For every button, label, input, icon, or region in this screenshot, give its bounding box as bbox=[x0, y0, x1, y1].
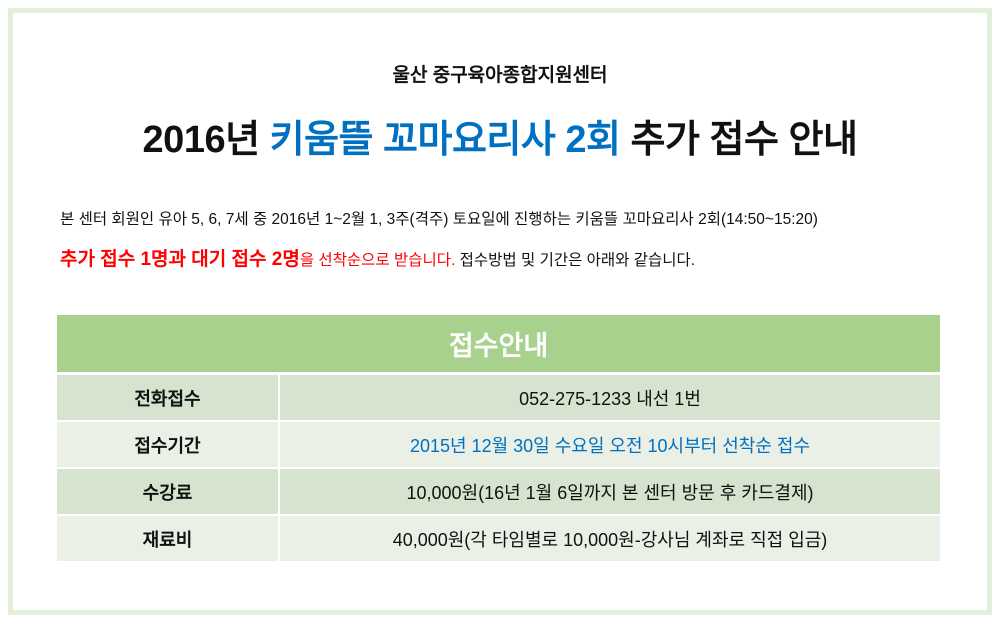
notice-rest: 접수방법 및 기간은 아래와 같습니다. bbox=[455, 252, 696, 269]
title-suffix: 추가 접수 안내 bbox=[620, 119, 858, 161]
row-label: 전화접수 bbox=[57, 375, 278, 420]
row-label: 접수기간 bbox=[57, 422, 278, 467]
page-frame bbox=[8, 8, 992, 615]
notice-emphasis: 추가 접수 1명과 대기 접수 2명 bbox=[60, 249, 300, 270]
organization-name: 울산 중구육아종합지원센터 bbox=[392, 65, 608, 86]
row-value: 40,000원(각 타임별로 10,000원-강사님 계좌로 직접 입금) bbox=[280, 516, 940, 561]
table-header: 접수안내 bbox=[57, 315, 940, 372]
row-value: 2015년 12월 30일 수요일 오전 10시부터 선착순 접수 bbox=[280, 422, 940, 467]
info-table: 접수안내 전화접수 052-275-1233 내선 1번 접수기간 2015년 12… bbox=[57, 315, 940, 563]
notice-red: 을 선착순으로 받습니다. bbox=[299, 252, 456, 269]
row-value: 10,000원(16년 1월 6일까지 본 센터 방문 후 카드결제) bbox=[280, 469, 940, 514]
table-row: 접수기간 2015년 12월 30일 수요일 오전 10시부터 선착순 접수 bbox=[57, 422, 940, 467]
row-label: 재료비 bbox=[57, 516, 278, 561]
table-row: 재료비 40,000원(각 타임별로 10,000원-강사님 계좌로 직접 입금) bbox=[57, 516, 940, 561]
title-program: 키움뜰 꼬마요리사 2회 bbox=[269, 119, 621, 161]
table-row: 전화접수 052-275-1233 내선 1번 bbox=[57, 375, 940, 420]
page-title: 2016년 키움뜰 꼬마요리사 2회 추가 접수 안내 bbox=[0, 108, 1000, 163]
row-label: 수강료 bbox=[57, 469, 278, 514]
intro-text: 본 센터 회원인 유아 5, 6, 7세 중 2016년 1~2월 1, 3주(… bbox=[60, 211, 818, 228]
notice-text: 추가 접수 1명과 대기 접수 2명을 선착순으로 받습니다. 접수방법 및 기… bbox=[60, 244, 695, 271]
table-row: 수강료 10,000원(16년 1월 6일까지 본 센터 방문 후 카드결제) bbox=[57, 469, 940, 514]
title-year: 2016년 bbox=[142, 119, 270, 161]
row-value: 052-275-1233 내선 1번 bbox=[280, 375, 940, 420]
